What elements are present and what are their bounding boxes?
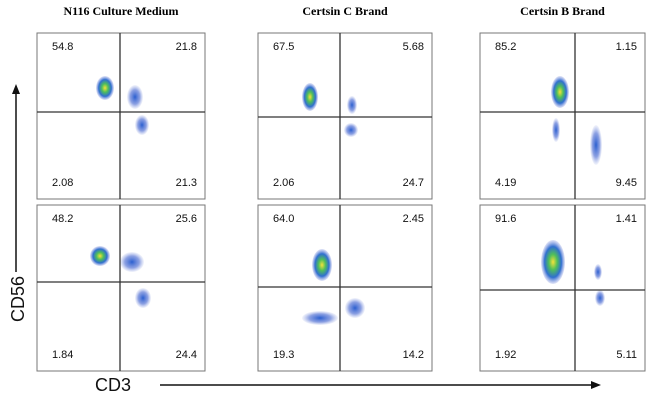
quadrant-percent: 5.11 [616,349,637,361]
cell-population [344,123,358,137]
quadrant-percent: 1.84 [52,349,73,361]
cell-population [120,252,144,272]
quadrant-percent: 1.15 [616,41,637,53]
y-arrowhead [12,84,20,94]
quadrant-percent: 19.3 [273,349,294,361]
cell-population [595,290,605,306]
plot-frame [36,204,206,372]
quadrant-percent: 54.8 [52,41,73,53]
cell-population [590,125,602,165]
cell-population [96,76,114,100]
cell-population [345,298,365,318]
quadrant-percent: 9.45 [616,177,637,189]
cell-population [594,264,602,280]
plot-frame [36,32,206,200]
cell-population [135,288,151,308]
quadrant-percent: 1.41 [616,213,637,225]
cell-population [551,76,569,108]
x-arrowhead [591,381,601,389]
cell-population [135,115,149,135]
quadrant-percent: 2.06 [273,177,294,189]
plot-frame [257,204,433,372]
y-axis-label: CD56 [8,276,28,322]
quadrant-percent: 1.92 [495,349,516,361]
quadrant-percent: 85.2 [495,41,516,53]
cell-population [347,96,357,114]
quadrant-percent: 67.5 [273,41,294,53]
plot-frame [479,204,646,372]
cell-population [302,311,338,325]
cell-population [312,249,332,281]
quadrant-percent: 2.08 [52,177,73,189]
cell-population [552,118,560,142]
column-title: N116 Culture Medium [63,4,178,18]
quadrant-percent: 91.6 [495,213,516,225]
quadrant-percent: 48.2 [52,213,73,225]
cell-population [302,83,318,111]
quadrant-percent: 2.45 [403,213,424,225]
quadrant-percent: 4.19 [495,177,516,189]
cell-population [127,85,143,109]
cell-population [90,246,110,266]
plot-frame [479,32,646,200]
quadrant-percent: 64.0 [273,213,294,225]
plot-frame [257,32,433,200]
quadrant-percent: 21.3 [176,177,197,189]
quadrant-percent: 25.6 [176,213,197,225]
quadrant-percent: 21.8 [176,41,197,53]
quadrant-percent: 14.2 [403,349,424,361]
column-title: Certsin B Brand [520,4,605,18]
quadrant-percent: 24.7 [403,177,424,189]
cell-population [541,240,565,284]
quadrant-percent: 5.68 [403,41,424,53]
quadrant-percent: 24.4 [176,349,197,361]
column-title: Certsin C Brand [302,4,388,18]
x-axis-label: CD3 [95,375,131,395]
